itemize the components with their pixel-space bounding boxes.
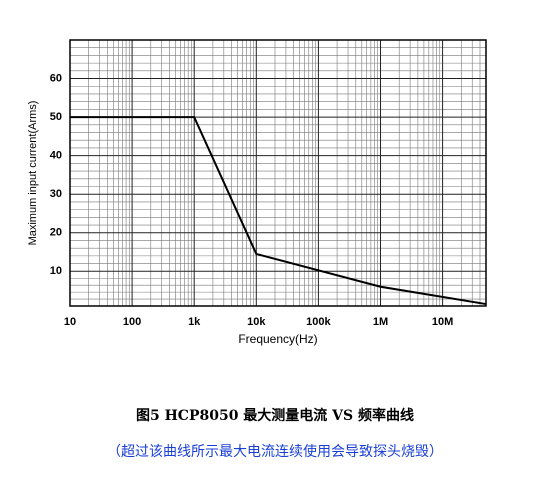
y-axis-label: Maximum input current(Arms) — [27, 101, 39, 246]
y-tick-label: 30 — [50, 188, 62, 200]
chart-title: 图5 HCP8050 最大测量电流 VS 频率曲线 — [136, 407, 414, 424]
x-tick-label: 1M — [373, 316, 388, 328]
x-axis-label: Frequency(Hz) — [238, 332, 317, 346]
y-tick-label: 20 — [50, 227, 62, 239]
y-tick-label: 40 — [50, 150, 62, 162]
x-tick-label: 100k — [306, 316, 331, 328]
chart-subtitle: （超过该曲线所示最大电流连续使用会导致探头烧毁） — [107, 443, 443, 460]
y-tick-label: 10 — [50, 265, 62, 277]
data-line — [70, 116, 487, 306]
y-tick-label: 60 — [50, 72, 62, 84]
plot-frame — [69, 39, 487, 307]
x-tick-label: 10M — [432, 316, 453, 328]
x-tick-label: 10 — [64, 316, 76, 328]
y-tick-label: 50 — [50, 111, 62, 123]
x-tick-label: 100 — [123, 316, 141, 328]
x-tick-label: 1k — [188, 316, 201, 328]
x-tick-label: 10k — [247, 316, 266, 328]
